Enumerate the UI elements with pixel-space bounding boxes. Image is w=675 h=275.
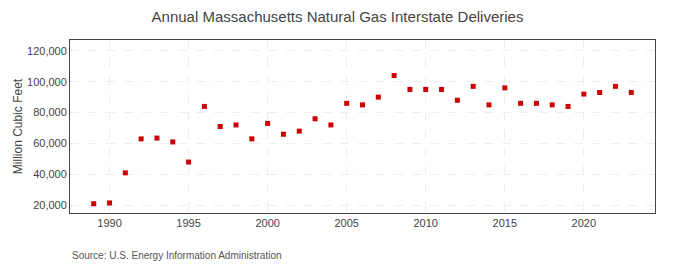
- svg-text:100,000: 100,000: [27, 76, 67, 88]
- svg-text:2015: 2015: [493, 217, 517, 229]
- svg-text:80,000: 80,000: [33, 106, 67, 118]
- svg-text:2000: 2000: [255, 217, 279, 229]
- svg-text:2020: 2020: [572, 217, 596, 229]
- svg-text:Source: U.S. Energy Informatio: Source: U.S. Energy Information Administ…: [72, 250, 282, 261]
- svg-text:20,000: 20,000: [33, 199, 67, 211]
- svg-text:1990: 1990: [97, 217, 121, 229]
- svg-text:Million Cubic Feet: Million Cubic Feet: [11, 78, 25, 174]
- svg-text:2005: 2005: [334, 217, 358, 229]
- svg-text:60,000: 60,000: [33, 137, 67, 149]
- svg-text:40,000: 40,000: [33, 168, 67, 180]
- svg-text:2010: 2010: [413, 217, 437, 229]
- svg-text:1995: 1995: [176, 217, 200, 229]
- svg-text:120,000: 120,000: [27, 45, 67, 57]
- svg-text:Annual Massachusetts Natural G: Annual Massachusetts Natural Gas Interst…: [152, 8, 524, 25]
